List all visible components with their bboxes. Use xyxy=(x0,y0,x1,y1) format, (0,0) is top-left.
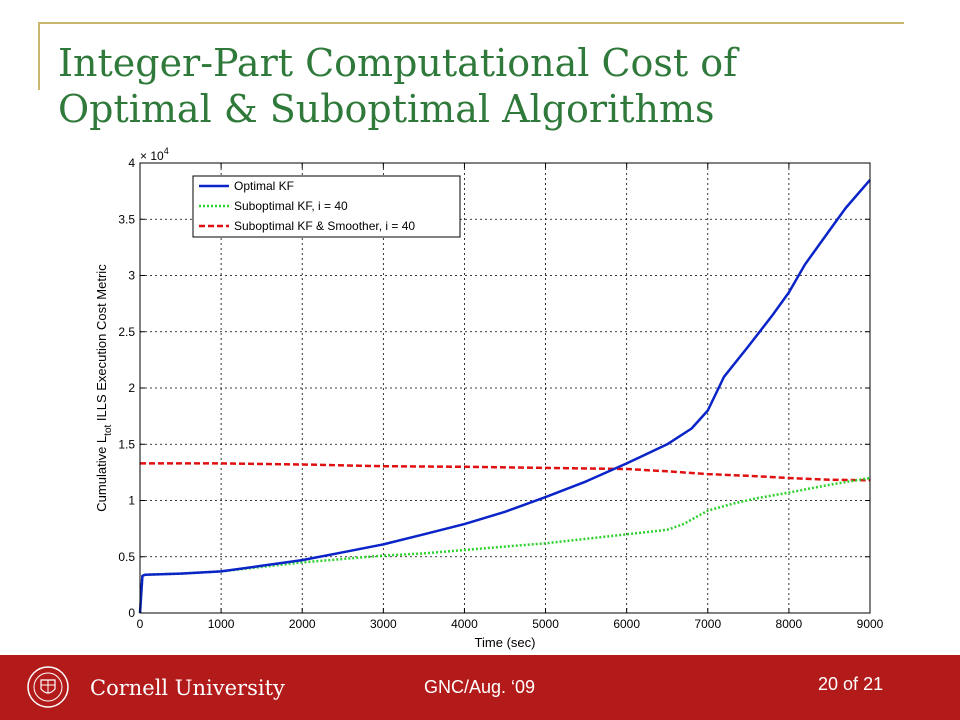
chart-legend: Optimal KF Suboptimal KF, i = 40 Subopti… xyxy=(192,175,461,238)
series-line-optimal-kf xyxy=(138,179,871,614)
legend-label-optimal-kf: Optimal KF xyxy=(234,179,294,193)
y-tick-label: 0 xyxy=(128,606,135,620)
legend-label-suboptimal-kf: Suboptimal KF, i = 40 xyxy=(234,199,348,213)
series-line-suboptimal-kf xyxy=(138,476,871,614)
legend-label-suboptimal-kf-smoother: Suboptimal KF & Smoother, i = 40 xyxy=(234,219,415,233)
slide-title-line-1: Integer-Part Computational Cost of xyxy=(58,41,738,85)
page-of: of xyxy=(843,674,859,694)
slide-title: Integer-Part Computational Cost of Optim… xyxy=(58,40,918,132)
x-tick-label: 2000 xyxy=(289,617,316,631)
x-tick-label: 7000 xyxy=(694,617,721,631)
slide-title-line-2: Optimal & Suboptimal Algorithms xyxy=(58,87,715,131)
footer-bar xyxy=(0,655,960,720)
x-tick-label: 4000 xyxy=(451,617,478,631)
footer-conference-label: GNC/Aug. ‘09 xyxy=(424,677,536,697)
y-tick-label: 1.5 xyxy=(118,437,135,451)
cornell-logo-text: Cornell University xyxy=(90,676,285,700)
page-total: 21 xyxy=(863,674,884,694)
y-tick-label: 4 xyxy=(128,156,135,170)
x-tick-label: 8000 xyxy=(776,617,803,631)
y-axis-label: Cumulative Ltot ILLS Execution Cost Metr… xyxy=(94,264,114,512)
y-tick-label: 3.5 xyxy=(118,212,135,226)
x-axis-label: Time (sec) xyxy=(475,635,536,650)
x-tick-label: 0 xyxy=(137,617,144,631)
x-tick-label: 3000 xyxy=(370,617,397,631)
cost-chart: 0 1000 2000 3000 4000 5000 6000 7000 8000 9000 0 0.… xyxy=(94,146,884,650)
y-axis-exponent: × 104 xyxy=(140,146,169,163)
title-frame-left xyxy=(38,22,40,90)
x-tick-label: 5000 xyxy=(532,617,559,631)
x-tick-label: 6000 xyxy=(613,617,640,631)
series-line-suboptimal-kf-smoother xyxy=(140,462,871,482)
page-current: 20 xyxy=(818,674,839,694)
y-tick-label: 2 xyxy=(128,381,135,395)
y-tick-label: 1 xyxy=(128,494,135,508)
y-tick-label: 3 xyxy=(128,269,135,283)
title-frame-top xyxy=(38,22,904,24)
page-number: 20 of 21 xyxy=(818,674,883,695)
y-tick-label: 0.5 xyxy=(118,550,135,564)
y-tick-label: 2.5 xyxy=(118,325,135,339)
cornell-seal-icon xyxy=(27,666,69,708)
x-tick-label: 1000 xyxy=(208,617,235,631)
x-tick-label: 9000 xyxy=(857,617,884,631)
